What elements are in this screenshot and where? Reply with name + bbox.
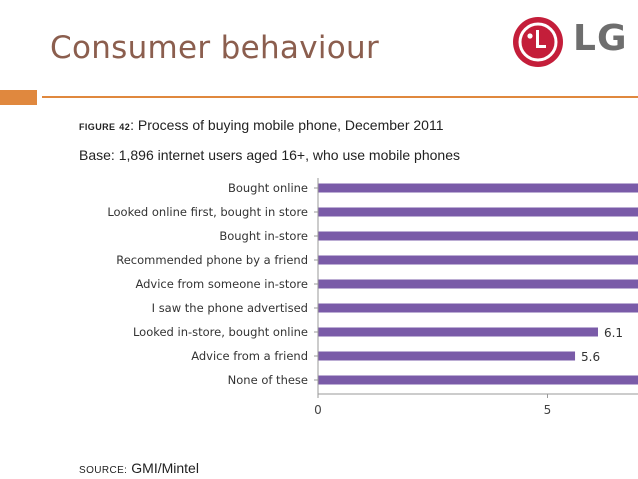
lg-wordmark: LG xyxy=(573,18,628,59)
bar xyxy=(318,183,638,193)
bar xyxy=(318,303,638,313)
figure-caption: FIGURE 42: Process of buying mobile phon… xyxy=(79,117,443,133)
source-value: GMI/Mintel xyxy=(131,460,199,476)
caption-colon: : xyxy=(130,117,134,133)
bar xyxy=(318,351,576,361)
category-label: Bought in-store xyxy=(219,229,308,243)
category-label: Recommended phone by a friend xyxy=(116,253,308,267)
figure-number: 42 xyxy=(119,122,131,132)
category-label: Advice from a friend xyxy=(191,349,308,363)
category-label: I saw the phone advertised xyxy=(152,301,308,315)
source-line: SOURCE: GMI/Mintel xyxy=(79,460,199,476)
x-tick-label: 0 xyxy=(314,403,322,417)
title-accent-block xyxy=(0,90,37,105)
bar xyxy=(318,255,638,265)
base-note: Base: 1,896 internet users aged 16+, who… xyxy=(79,147,460,163)
bar-chart: Bought online20.6Looked online first, bo… xyxy=(107,178,638,417)
data-label: 6.1 xyxy=(604,326,623,340)
figure-caption-text: Process of buying mobile phone, December… xyxy=(137,117,444,133)
bar xyxy=(318,231,638,241)
lg-face-icon xyxy=(513,17,563,67)
data-label: 5.6 xyxy=(581,350,600,364)
category-label: Bought online xyxy=(228,181,308,195)
bar xyxy=(318,279,638,289)
source-label: SOURCE: xyxy=(79,465,128,476)
bar xyxy=(318,207,638,217)
category-label: Looked in-store, bought online xyxy=(133,325,308,339)
category-label: None of these xyxy=(228,373,308,387)
category-label: Advice from someone in-store xyxy=(135,277,308,291)
bar xyxy=(318,375,638,385)
bar xyxy=(318,327,598,337)
figure-word: FIGURE xyxy=(79,122,116,132)
lg-logo: LG xyxy=(509,14,631,70)
category-label: Looked online first, bought in store xyxy=(107,205,308,219)
title-divider xyxy=(42,96,638,98)
x-tick-label: 5 xyxy=(544,403,552,417)
slide-title: Consumer behaviour xyxy=(50,30,380,66)
